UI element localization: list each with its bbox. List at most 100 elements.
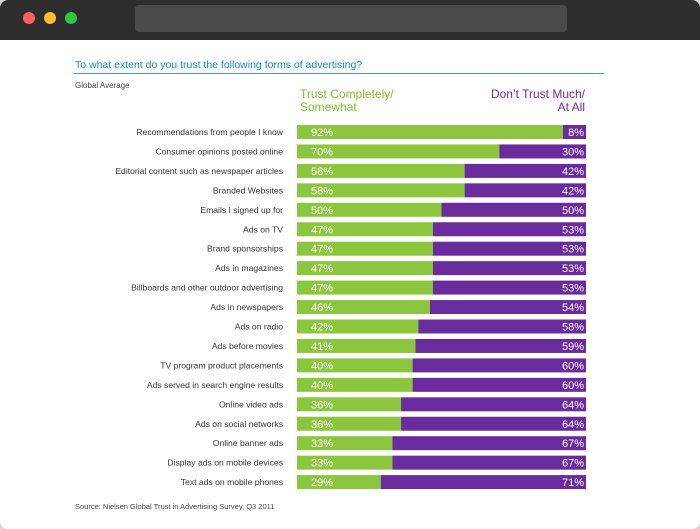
value-label-dont-trust: 8% bbox=[568, 127, 584, 139]
value-label-trust: 47% bbox=[311, 283, 333, 295]
value-label-trust: 36% bbox=[311, 399, 333, 411]
bar-dont-trust bbox=[429, 300, 586, 315]
bar-trust bbox=[297, 163, 465, 178]
value-label-dont-trust: 59% bbox=[562, 341, 584, 353]
value-label-dont-trust: 67% bbox=[562, 438, 584, 450]
bar-dont-trust bbox=[432, 261, 586, 276]
bar-dont-trust bbox=[418, 319, 586, 334]
bar-trust bbox=[297, 222, 433, 237]
value-label-trust: 70% bbox=[311, 146, 333, 158]
value-label-dont-trust: 53% bbox=[562, 263, 584, 275]
value-label-dont-trust: 58% bbox=[562, 322, 584, 334]
value-label-dont-trust: 42% bbox=[562, 166, 584, 178]
bar-trust bbox=[297, 144, 500, 159]
value-label-trust: 47% bbox=[311, 244, 333, 256]
value-label-trust: 33% bbox=[311, 458, 333, 470]
category-label: Brand sponsorships bbox=[207, 244, 283, 254]
value-label-trust: 33% bbox=[311, 438, 333, 450]
title-bar bbox=[0, 0, 700, 40]
value-label-trust: 40% bbox=[311, 360, 333, 372]
bar-trust bbox=[297, 338, 416, 353]
bar-trust bbox=[297, 280, 433, 295]
value-label-trust: 36% bbox=[311, 419, 333, 431]
bar-dont-trust bbox=[380, 475, 586, 490]
bar-dont-trust bbox=[401, 397, 586, 412]
bar-dont-trust bbox=[562, 125, 586, 139]
maximize-window-button[interactable] bbox=[65, 12, 77, 24]
stacked-bar-chart: Recommendations from people I know 92% 8% C… bbox=[115, 125, 586, 490]
bar-dont-trust bbox=[432, 280, 586, 295]
value-label-dont-trust: 53% bbox=[562, 244, 584, 256]
value-label-dont-trust: 50% bbox=[562, 205, 584, 217]
legend-trust-line-2: Somewhat bbox=[300, 100, 357, 114]
category-label: Ads in magazines bbox=[215, 263, 283, 273]
bar-trust bbox=[297, 241, 433, 256]
value-label-dont-trust: 60% bbox=[562, 380, 584, 392]
category-label: Emails I signed up for bbox=[200, 205, 283, 215]
bar-dont-trust bbox=[432, 241, 586, 256]
category-label: Ads before movies bbox=[212, 341, 283, 351]
minimize-window-button[interactable] bbox=[44, 12, 56, 24]
legend-dont-line-2: At All bbox=[557, 100, 585, 114]
category-label: Billboards and other outdoor advertising bbox=[131, 283, 283, 293]
category-label: Online video ads bbox=[219, 399, 283, 409]
bar-trust bbox=[297, 397, 402, 412]
bar-trust bbox=[297, 455, 393, 470]
legend-trust: Trust Completely/ Somewhat bbox=[300, 88, 440, 114]
bar-dont-trust bbox=[415, 338, 586, 353]
value-label-trust: 40% bbox=[311, 380, 333, 392]
legend-dont-line-1: Don’t Trust Much/ bbox=[490, 87, 585, 101]
value-label-dont-trust: 64% bbox=[562, 419, 584, 431]
category-label: Editorial content such as newspaper arti… bbox=[115, 166, 283, 176]
bar-dont-trust bbox=[392, 455, 586, 470]
value-label-trust: 58% bbox=[311, 185, 333, 197]
category-label: Online banner ads bbox=[213, 438, 283, 448]
address-bar[interactable] bbox=[135, 5, 567, 32]
value-label-dont-trust: 54% bbox=[562, 302, 584, 314]
category-label: TV program product placements bbox=[160, 360, 283, 370]
value-label-trust: 47% bbox=[311, 263, 333, 275]
value-label-trust: 42% bbox=[311, 322, 333, 334]
value-label-trust: 58% bbox=[311, 166, 333, 178]
category-label: Ads on radio bbox=[235, 322, 283, 332]
bar-trust bbox=[297, 358, 413, 373]
value-label-trust: 47% bbox=[311, 224, 333, 236]
bar-dont-trust bbox=[499, 144, 586, 159]
bar-dont-trust bbox=[464, 183, 586, 198]
category-label: Ads on TV bbox=[243, 224, 283, 234]
value-label-dont-trust: 42% bbox=[562, 185, 584, 197]
bar-trust bbox=[297, 475, 381, 490]
legend-trust-line-1: Trust Completely/ bbox=[300, 87, 394, 101]
bar-trust bbox=[297, 125, 563, 139]
bar-trust bbox=[297, 377, 413, 392]
category-label: Ads served in search engine results bbox=[147, 380, 283, 390]
bar-trust bbox=[297, 300, 430, 315]
title-divider bbox=[74, 73, 604, 74]
category-label: Ads in newspapers bbox=[210, 302, 283, 312]
chart-title: To what extent do you trust the followin… bbox=[75, 59, 363, 71]
value-label-dont-trust: 71% bbox=[562, 477, 584, 489]
value-label-dont-trust: 67% bbox=[562, 458, 584, 470]
category-label: Branded Websites bbox=[213, 185, 283, 195]
legend-dont-trust: Don’t Trust Much/ At All bbox=[445, 88, 585, 114]
value-label-trust: 92% bbox=[311, 127, 333, 139]
bar-dont-trust bbox=[464, 163, 586, 178]
bar-trust bbox=[297, 319, 419, 334]
bar-trust bbox=[297, 202, 442, 217]
bar-dont-trust bbox=[401, 416, 586, 431]
close-window-button[interactable] bbox=[23, 12, 35, 24]
bar-dont-trust bbox=[392, 436, 586, 451]
value-label-dont-trust: 64% bbox=[562, 399, 584, 411]
bar-dont-trust bbox=[412, 377, 586, 392]
bar-dont-trust bbox=[412, 358, 586, 373]
bar-trust bbox=[297, 416, 402, 431]
chart-subtitle: Global Average bbox=[75, 81, 130, 90]
value-label-dont-trust: 60% bbox=[562, 360, 584, 372]
category-label: Text ads on mobile phones bbox=[181, 477, 283, 487]
bar-trust bbox=[297, 436, 393, 451]
bar-trust bbox=[297, 183, 465, 198]
bar-dont-trust bbox=[432, 222, 586, 237]
source-note: Source: Nielsen Global Trust in Advertis… bbox=[75, 502, 275, 511]
category-label: Consumer opinions posted online bbox=[155, 146, 283, 156]
